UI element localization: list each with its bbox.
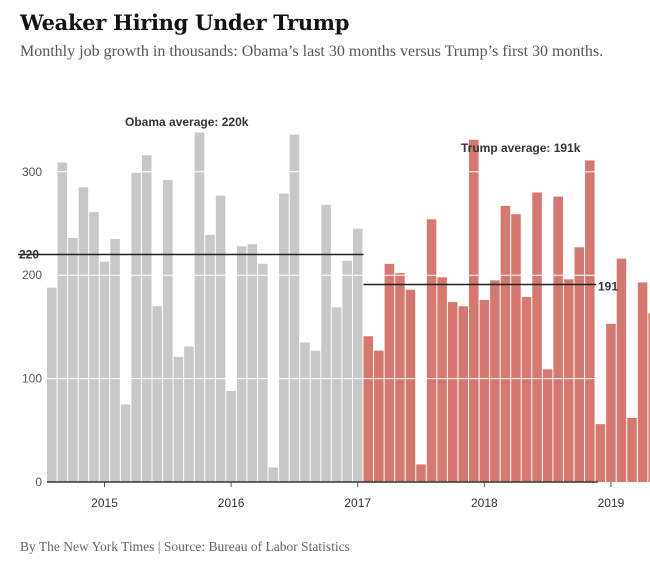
obama-bar-jan-2015 (99, 261, 110, 482)
obama-bar-aug-2015 (173, 356, 184, 482)
obama-bar-may-2016 (268, 467, 279, 482)
trump-bar-aug-2018 (553, 196, 563, 482)
obama-bar-nov-2015 (205, 234, 215, 482)
x-axis-ticks: 2015 2016 2017 2018 2019 (91, 482, 625, 510)
trump-bar-mar-2017 (374, 350, 384, 482)
obama-average-axis-label: 220 (19, 248, 39, 262)
y-tick-label-0: 0 (35, 475, 42, 489)
obama-bar-dec-2015 (215, 195, 226, 482)
trump-bar-feb-2019 (616, 258, 627, 482)
trump-bar-feb-2018 (490, 280, 500, 482)
chart-title: Weaker Hiring Under Trump (20, 10, 350, 35)
obama-bar-jan-2016 (226, 391, 236, 482)
obama-bar-dec-2016 (342, 260, 352, 482)
obama-bar-sep-2015 (184, 346, 194, 482)
job-growth-bar-chart: 0 100 200 300 2015 2016 2017 2018 2019 Obama av… (18, 115, 650, 510)
obama-bar-nov-2014 (78, 187, 89, 482)
obama-bar-jul-2016 (289, 134, 300, 482)
x-tick-label-2019: 2019 (598, 496, 625, 510)
trump-bar-apr-2018 (511, 214, 521, 482)
obama-bars (47, 132, 363, 483)
trump-bar-mar-2018 (500, 205, 511, 483)
trump-bar-jul-2018 (542, 369, 553, 482)
trump-bar-nov-2018 (585, 160, 595, 482)
obama-bar-jul-2015 (163, 180, 173, 482)
trump-bar-apr-2017 (384, 263, 395, 482)
y-tick-label-100: 100 (22, 372, 42, 386)
obama-bar-mar-2016 (247, 244, 257, 482)
y-tick-label-300: 300 (22, 165, 42, 179)
x-tick-label-2018: 2018 (471, 496, 498, 510)
obama-bar-jun-2015 (152, 306, 163, 482)
obama-bar-dec-2014 (89, 212, 99, 482)
trump-bar-oct-2018 (574, 247, 585, 482)
trump-bar-nov-2017 (458, 306, 468, 482)
trump-bar-mar-2019 (627, 417, 637, 482)
trump-bars (363, 139, 650, 483)
trump-bar-jul-2017 (416, 464, 426, 482)
trump-bar-sep-2017 (437, 277, 447, 482)
trump-bar-jun-2017 (405, 289, 416, 482)
trump-bar-dec-2018 (595, 424, 606, 482)
x-tick-label-2017: 2017 (344, 496, 371, 510)
obama-bar-oct-2014 (68, 237, 78, 482)
trump-bar-oct-2017 (447, 302, 458, 482)
trump-average-label: Trump average: 191k (461, 141, 581, 155)
trump-bar-feb-2017 (363, 336, 374, 482)
obama-bar-feb-2016 (236, 246, 247, 482)
obama-bar-jan-2017 (352, 228, 363, 482)
y-tick-label-200: 200 (22, 268, 42, 282)
obama-bar-jun-2016 (279, 193, 289, 482)
trump-bar-jan-2018 (479, 300, 490, 482)
obama-bar-apr-2015 (131, 172, 141, 482)
trump-bar-may-2019 (648, 313, 650, 482)
obama-bar-aug-2016 (300, 342, 310, 482)
obama-bar-nov-2016 (331, 307, 342, 482)
trump-bar-aug-2017 (426, 219, 437, 483)
trump-average-axis-label: 191 (598, 280, 618, 294)
trump-bar-apr-2019 (637, 282, 648, 482)
obama-bar-mar-2015 (120, 404, 131, 482)
obama-bar-oct-2015 (194, 132, 205, 482)
obama-average-label: Obama average: 220k (125, 115, 249, 129)
obama-bar-may-2015 (141, 155, 152, 482)
y-axis-ticks: 0 100 200 300 (22, 165, 42, 489)
trump-bar-jun-2018 (532, 192, 542, 483)
obama-bar-feb-2015 (110, 239, 120, 482)
trump-bar-dec-2017 (469, 139, 479, 482)
obama-bar-sep-2014 (57, 162, 68, 483)
source-credit: By The New York Times | Source: Bureau o… (20, 539, 350, 554)
obama-bar-apr-2016 (258, 263, 268, 482)
trump-bar-sep-2018 (563, 279, 574, 482)
trump-bar-may-2018 (521, 296, 532, 482)
trump-bar-jan-2019 (606, 323, 616, 482)
x-tick-label-2016: 2016 (218, 496, 245, 510)
obama-bar-aug-2014 (47, 287, 57, 482)
gridlines (47, 171, 598, 380)
chart-subtitle: Monthly job growth in thousands: Obama’s… (20, 43, 604, 60)
trump-bar-may-2017 (395, 273, 405, 482)
x-tick-label-2015: 2015 (91, 496, 118, 510)
obama-bar-sep-2016 (310, 350, 321, 482)
obama-bar-oct-2016 (321, 204, 331, 482)
